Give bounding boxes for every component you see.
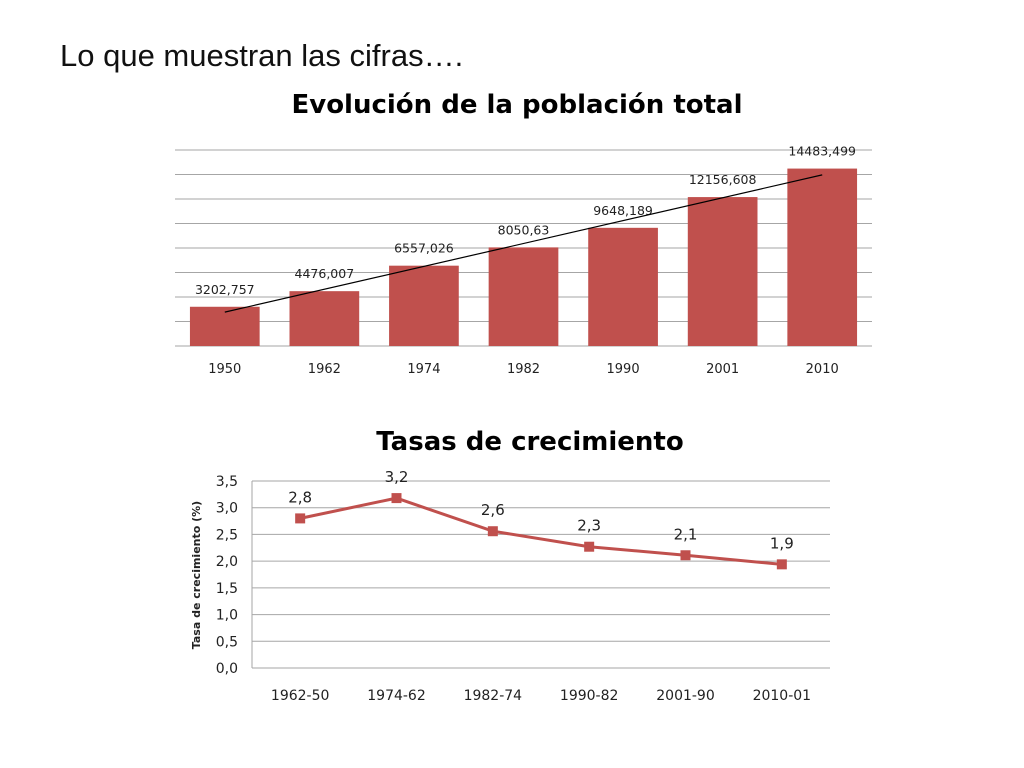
x-tick-label: 2001-90 [656,688,715,704]
x-tick-label: 2001 [706,362,739,377]
x-tick-label: 1962-50 [271,688,330,704]
data-label: 12156,608 [689,172,757,187]
x-tick-label: 2010-01 [753,688,812,704]
data-label: 2,6 [481,501,505,519]
data-label: 2,3 [577,517,601,535]
slide-title: Lo que muestran las cifras…. [60,38,464,73]
data-label: 9648,189 [593,203,653,218]
data-point [680,550,691,561]
y-tick-label: 2,0 [216,554,238,570]
x-tick-label: 1990 [607,362,640,377]
y-tick-label: 2,5 [216,527,238,543]
y-tick-label: 1,5 [216,581,238,597]
series-line [299,496,782,566]
x-tick-label: 1974-62 [367,688,426,704]
bar [687,197,758,346]
x-tick-label: 2010 [806,362,839,377]
bar [389,265,459,346]
data-label: 4476,007 [295,266,355,281]
x-tick-label: 1962 [308,362,341,377]
data-label: 3,2 [385,468,409,486]
data-label: 6557,026 [394,241,454,256]
x-tick-label: 1990-82 [560,688,619,704]
chart-title: Tasas de crecimiento [376,427,683,457]
y-tick-label: 1,0 [216,608,238,624]
data-label: 3202,757 [195,282,255,297]
y-axis-label: Tasa de crecimiento (%) [190,501,203,649]
bar [189,306,260,346]
data-label: 1,9 [770,534,794,552]
x-tick-label: 1950 [208,362,241,377]
data-label: 2,1 [674,525,698,543]
y-tick-label: 0,5 [216,634,238,650]
bar [588,227,658,346]
bar [488,247,559,346]
data-point [776,559,787,570]
data-label: 2,8 [288,488,312,506]
x-tick-label: 1974 [407,362,440,377]
data-point [295,513,306,524]
bar [289,291,360,346]
y-tick-label: 3,0 [216,501,238,517]
data-label: 8050,63 [498,222,550,237]
x-tick-label: 1982-74 [464,688,523,704]
bar [787,168,858,346]
data-point [391,493,402,504]
data-label: 14483,499 [788,144,856,159]
y-tick-label: 3,5 [216,474,238,490]
data-point [584,541,595,552]
trendline [224,174,823,313]
data-point [487,526,498,537]
x-tick-label: 1982 [507,362,540,377]
chart-title: Evolución de la población total [291,90,742,120]
y-tick-label: 0,0 [216,661,238,677]
